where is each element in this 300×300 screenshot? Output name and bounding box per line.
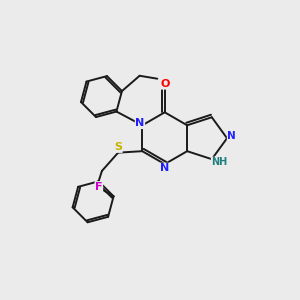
Text: S: S xyxy=(114,142,122,152)
Text: NH: NH xyxy=(211,157,228,167)
Text: N: N xyxy=(160,163,169,173)
Text: N: N xyxy=(227,131,236,142)
Text: F: F xyxy=(95,182,103,192)
Text: N: N xyxy=(135,118,145,128)
Text: O: O xyxy=(160,79,169,89)
